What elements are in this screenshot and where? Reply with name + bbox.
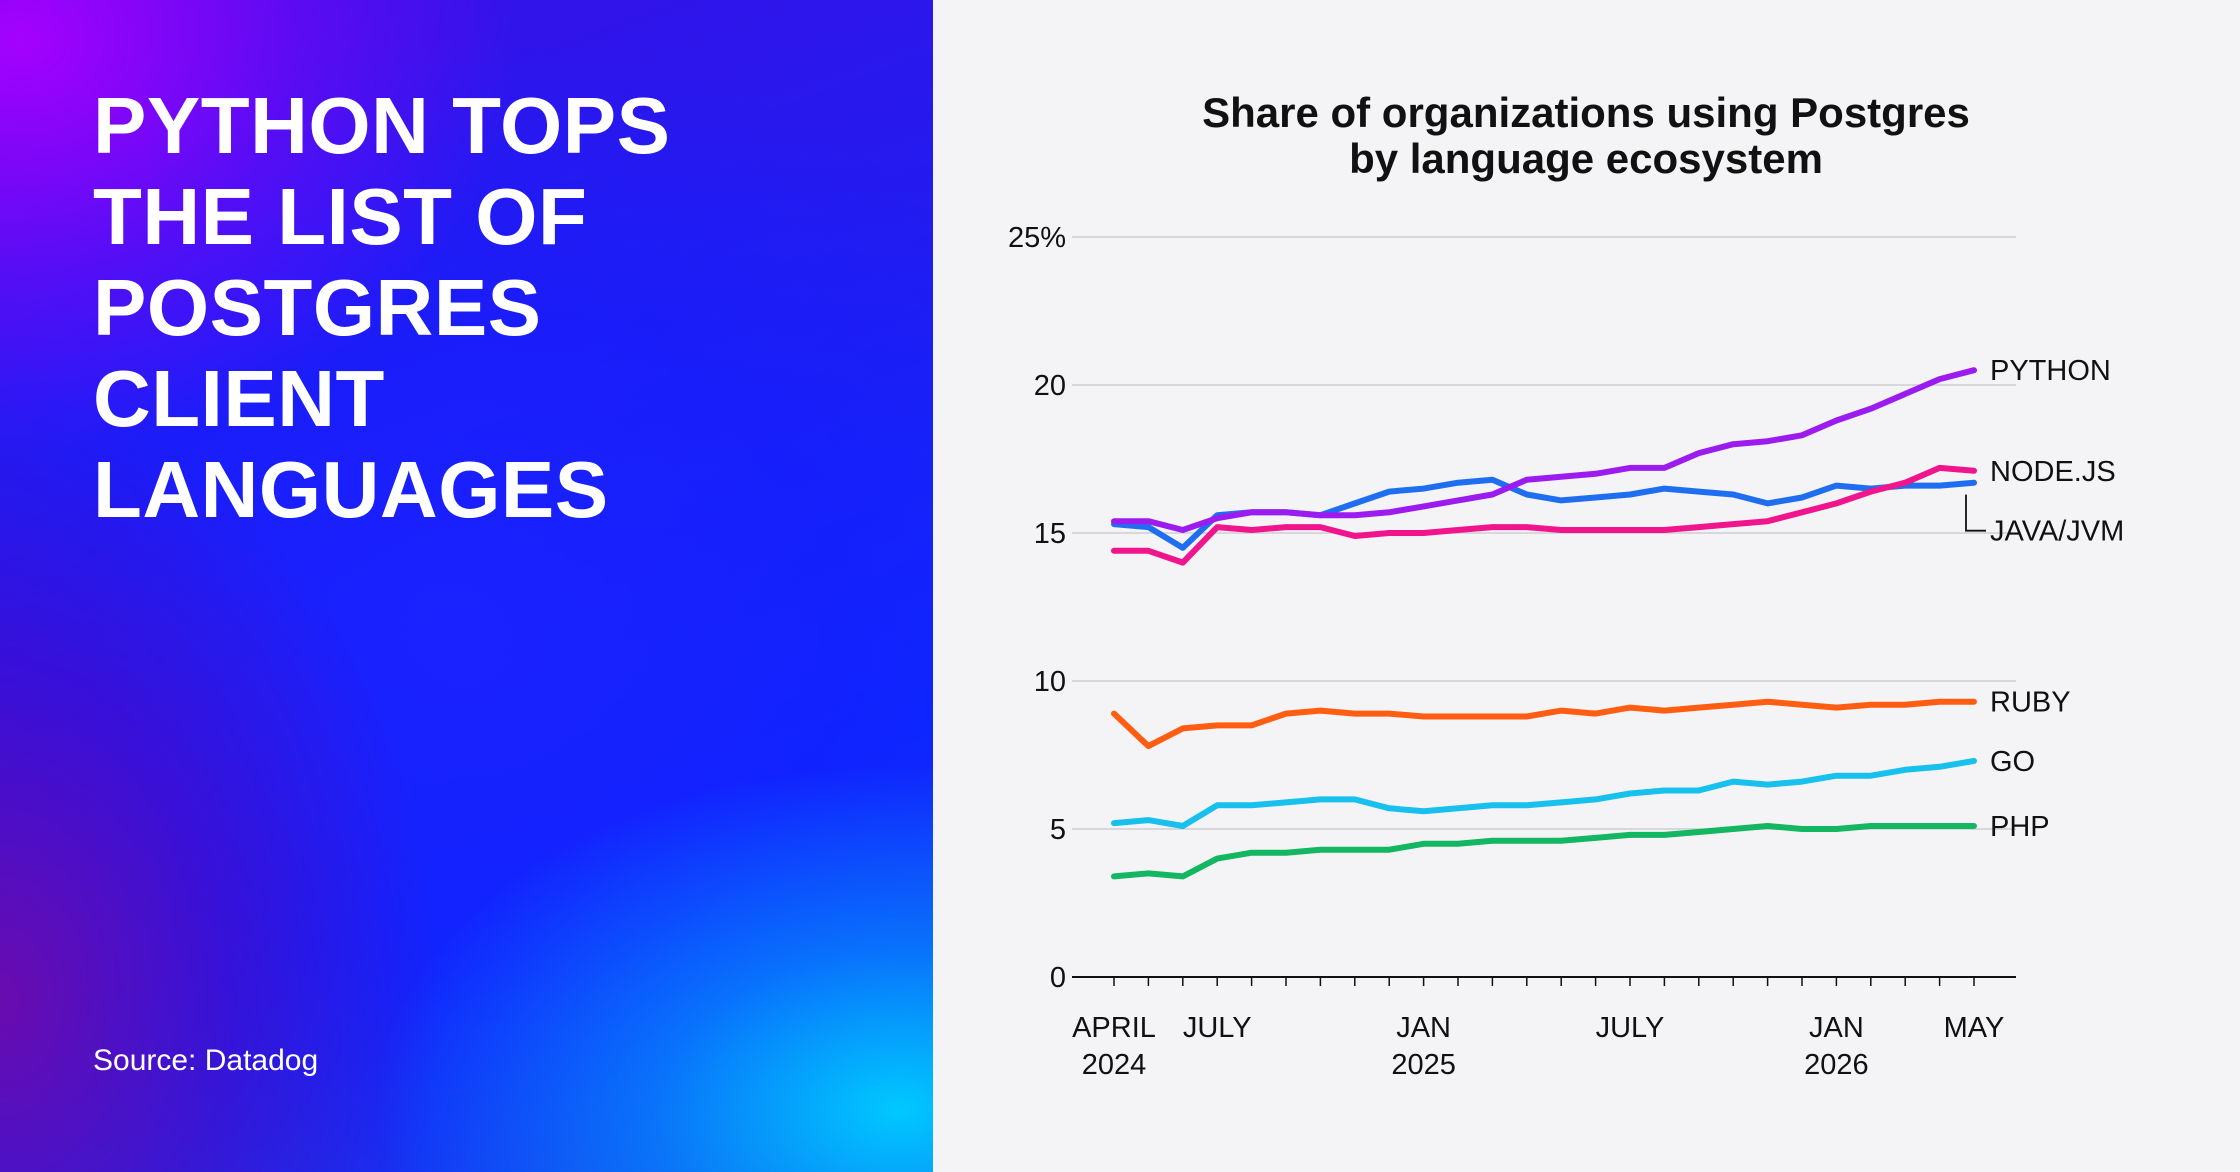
hero-panel: PYTHON TOPS THE LIST OF POSTGRES CLIENT … bbox=[0, 0, 933, 1172]
x-tick-label-year: 2025 bbox=[1391, 1049, 1456, 1081]
series-label-nodejs: NODE.JS bbox=[1990, 456, 2116, 488]
y-tick-label: 0 bbox=[1050, 962, 1066, 994]
y-tick-label: 20 bbox=[1034, 370, 1066, 402]
series-lines bbox=[1111, 367, 1977, 880]
y-tick-label: 10 bbox=[1034, 666, 1066, 698]
y-tick-label: 5 bbox=[1050, 814, 1066, 846]
series-label-php: PHP bbox=[1990, 811, 2050, 843]
x-axis-labels: APRIL 2024 JULY JAN 2025 JULY JAN 2026 MAY bbox=[1072, 1012, 2004, 1081]
series-label-python: PYTHON bbox=[1990, 355, 2111, 387]
series-line-ruby bbox=[1111, 698, 1977, 750]
y-tick-label: 15 bbox=[1034, 518, 1066, 550]
series-line-php bbox=[1111, 823, 1977, 880]
series-label-java: JAVA/JVM bbox=[1990, 516, 2124, 548]
series-line-go bbox=[1111, 757, 1977, 829]
x-tick-label-year: 2024 bbox=[1082, 1049, 1147, 1081]
x-tick-label: JULY bbox=[1183, 1012, 1252, 1044]
chart-title: Share of organizations using Postgres by… bbox=[1056, 90, 2116, 182]
headline: PYTHON TOPS THE LIST OF POSTGRES CLIENT … bbox=[93, 81, 671, 534]
x-tick-label: JAN bbox=[1396, 1012, 1451, 1044]
x-axis bbox=[1072, 976, 2016, 986]
java-label-leader bbox=[1965, 494, 1986, 532]
series-line-python bbox=[1111, 367, 1977, 533]
chart-title-line-2: by language ecosystem bbox=[1349, 135, 1823, 182]
series-label-ruby: RUBY bbox=[1990, 687, 2071, 719]
series-line-nodejs bbox=[1111, 464, 1977, 566]
series-labels: PYTHON NODE.JS JAVA/JVM RUBY GO PHP bbox=[1965, 355, 2124, 843]
x-tick-label: APRIL bbox=[1072, 1012, 1156, 1044]
gridlines bbox=[1072, 236, 2016, 830]
source-note: Source: Datadog bbox=[93, 1044, 319, 1077]
chart-title-line-1: Share of organizations using Postgres bbox=[1202, 89, 1970, 136]
x-tick-label: MAY bbox=[1944, 1012, 2005, 1044]
y-tick-label: 25% bbox=[1008, 222, 1066, 254]
x-tick-label: JULY bbox=[1596, 1012, 1665, 1044]
series-label-go: GO bbox=[1990, 746, 2035, 778]
x-tick-label-year: 2026 bbox=[1804, 1049, 1869, 1081]
x-tick-label: JAN bbox=[1809, 1012, 1864, 1044]
y-axis-ticks: 25% 20 15 10 5 0 bbox=[1008, 222, 1066, 994]
